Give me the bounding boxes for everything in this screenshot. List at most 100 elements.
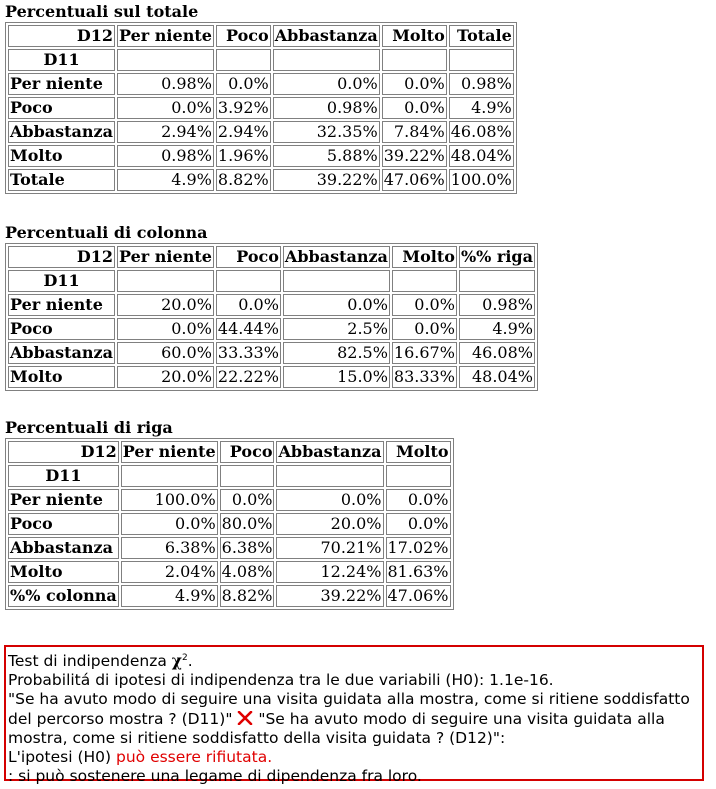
table-row: Per niente 100.0% 0.0% 0.0% 0.0% — [8, 489, 451, 511]
table-cell: 47.06% — [385, 585, 451, 607]
row-header: Molto — [8, 366, 116, 388]
row-var-label: D11 — [8, 465, 119, 487]
table-cell: 8.82% — [219, 585, 275, 607]
empty-cell — [385, 465, 451, 487]
row-header: Per niente — [8, 489, 119, 511]
column-header: %% riga — [458, 246, 535, 268]
table-cell: 46.08% — [458, 342, 535, 364]
table-row: Per niente 0.98% 0.0% 0.0% 0.0% 0.98% — [8, 73, 514, 95]
header-row: D12 Per niente Poco Abbastanza Molto Tot… — [8, 25, 514, 47]
table-cell: 1.96% — [215, 145, 271, 167]
column-header: Poco — [215, 246, 281, 268]
hypothesis-end: . — [267, 748, 273, 767]
table-cell: 20.0% — [117, 294, 214, 316]
empty-cell — [215, 270, 281, 292]
empty-cell — [117, 49, 214, 71]
row-header: Per niente — [8, 73, 116, 95]
table-cell: 0.0% — [391, 318, 457, 340]
table-section-row: Percentuali di riga D12 Per niente Poco … — [5, 419, 454, 610]
table-caption: Percentuali di riga — [5, 418, 173, 437]
table-cell: 0.98% — [117, 73, 214, 95]
table-row: Abbastanza 2.94% 2.94% 32.35% 7.84% 46.0… — [8, 121, 514, 143]
hypothesis-line: L'ipotesi (H0) può essere rifiutata. — [8, 748, 700, 767]
table-cell: 0.0% — [215, 73, 271, 95]
table-cell: 48.04% — [448, 145, 514, 167]
table-cell: 83.33% — [391, 366, 457, 388]
row-header: Totale — [8, 169, 116, 191]
table-cell: 4.9% — [117, 169, 214, 191]
column-header: Abbastanza — [276, 441, 384, 463]
header-row: D12 Per niente Poco Abbastanza Molto %% … — [8, 246, 535, 268]
table-cell: 6.38% — [219, 537, 275, 559]
table-cell: 0.0% — [117, 318, 214, 340]
table-cell: 39.22% — [272, 169, 380, 191]
table-cell: 2.5% — [282, 318, 390, 340]
table-row: Per niente 20.0% 0.0% 0.0% 0.0% 0.98% — [8, 294, 535, 316]
variables-line: "Se ha avuto modo di seguire una visita … — [8, 690, 700, 748]
table-cell: 48.04% — [458, 366, 535, 388]
table-cell: 4.9% — [120, 585, 218, 607]
table-cell: 12.24% — [276, 561, 384, 583]
table-row: Abbastanza 6.38% 6.38% 70.21% 17.02% — [8, 537, 451, 559]
column-header: Molto — [385, 441, 451, 463]
table-cell: 16.67% — [391, 342, 457, 364]
table-cell: 46.08% — [448, 121, 514, 143]
table-cell: 20.0% — [117, 366, 214, 388]
row-header: Abbastanza — [8, 121, 116, 143]
table-cell: 0.0% — [117, 97, 214, 119]
empty-cell — [381, 49, 447, 71]
table-caption: Percentuali sul totale — [5, 2, 199, 21]
probability-line: Probabilitá di ipotesi di indipendenza t… — [8, 671, 554, 690]
row-var-row: D11 — [8, 49, 514, 71]
table-cell: 0.0% — [215, 294, 281, 316]
table-cell: 0.0% — [385, 513, 451, 535]
table-cell: 15.0% — [282, 366, 390, 388]
table-cell: 6.38% — [120, 537, 218, 559]
table-row: Poco 0.0% 44.44% 2.5% 0.0% 4.9% — [8, 318, 535, 340]
test-title-text: Test di indipendenza — [8, 652, 167, 671]
row-header: Molto — [8, 561, 119, 583]
test-title-end: . — [187, 652, 193, 671]
table-cell: 0.0% — [276, 489, 384, 511]
empty-cell — [272, 49, 380, 71]
table-row: Poco 0.0% 80.0% 20.0% 0.0% — [8, 513, 451, 535]
empty-cell — [219, 465, 275, 487]
table-cell: 3.92% — [215, 97, 271, 119]
table-cell: 2.04% — [120, 561, 218, 583]
table-cell: 100.0% — [448, 169, 514, 191]
empty-cell — [120, 465, 218, 487]
empty-cell — [276, 465, 384, 487]
row-var-label: D11 — [8, 49, 116, 71]
crosstab-column: D12 Per niente Poco Abbastanza Molto %% … — [5, 243, 538, 391]
table-cell: 17.02% — [385, 537, 451, 559]
header-row: D12 Per niente Poco Abbastanza Molto — [8, 441, 451, 463]
table-cell: 70.21% — [276, 537, 384, 559]
test-title: Test di indipendenza χ2. — [8, 649, 700, 671]
table-cell: 0.0% — [391, 294, 457, 316]
table-cell: 82.5% — [282, 342, 390, 364]
corner-label: D12 — [8, 25, 116, 47]
row-header: Poco — [8, 318, 116, 340]
column-header: Per niente — [117, 246, 214, 268]
table-row: Totale 4.9% 8.82% 39.22% 47.06% 100.0% — [8, 169, 514, 191]
table-cell: 2.94% — [117, 121, 214, 143]
column-header: Molto — [391, 246, 457, 268]
table-cell: 32.35% — [272, 121, 380, 143]
chi-superscript: 2 — [181, 653, 188, 663]
row-header: Per niente — [8, 294, 116, 316]
empty-cell — [391, 270, 457, 292]
table-section-column: Percentuali di colonna D12 Per niente Po… — [5, 224, 538, 391]
table-cell: 33.33% — [215, 342, 281, 364]
table-row: Poco 0.0% 3.92% 0.98% 0.0% 4.9% — [8, 97, 514, 119]
table-cell: 39.22% — [381, 145, 447, 167]
row-var-label: D11 — [8, 270, 116, 292]
table-row: Molto 2.04% 4.08% 12.24% 81.63% — [8, 561, 451, 583]
row-header: Poco — [8, 97, 116, 119]
empty-cell — [117, 270, 214, 292]
crosstab-total: D12 Per niente Poco Abbastanza Molto Tot… — [5, 22, 517, 194]
chi-symbol: χ — [171, 651, 182, 671]
column-header: Abbastanza — [272, 25, 380, 47]
table-cell: 0.0% — [282, 294, 390, 316]
row-var-row: D11 — [8, 465, 451, 487]
table-cell: 0.0% — [272, 73, 380, 95]
